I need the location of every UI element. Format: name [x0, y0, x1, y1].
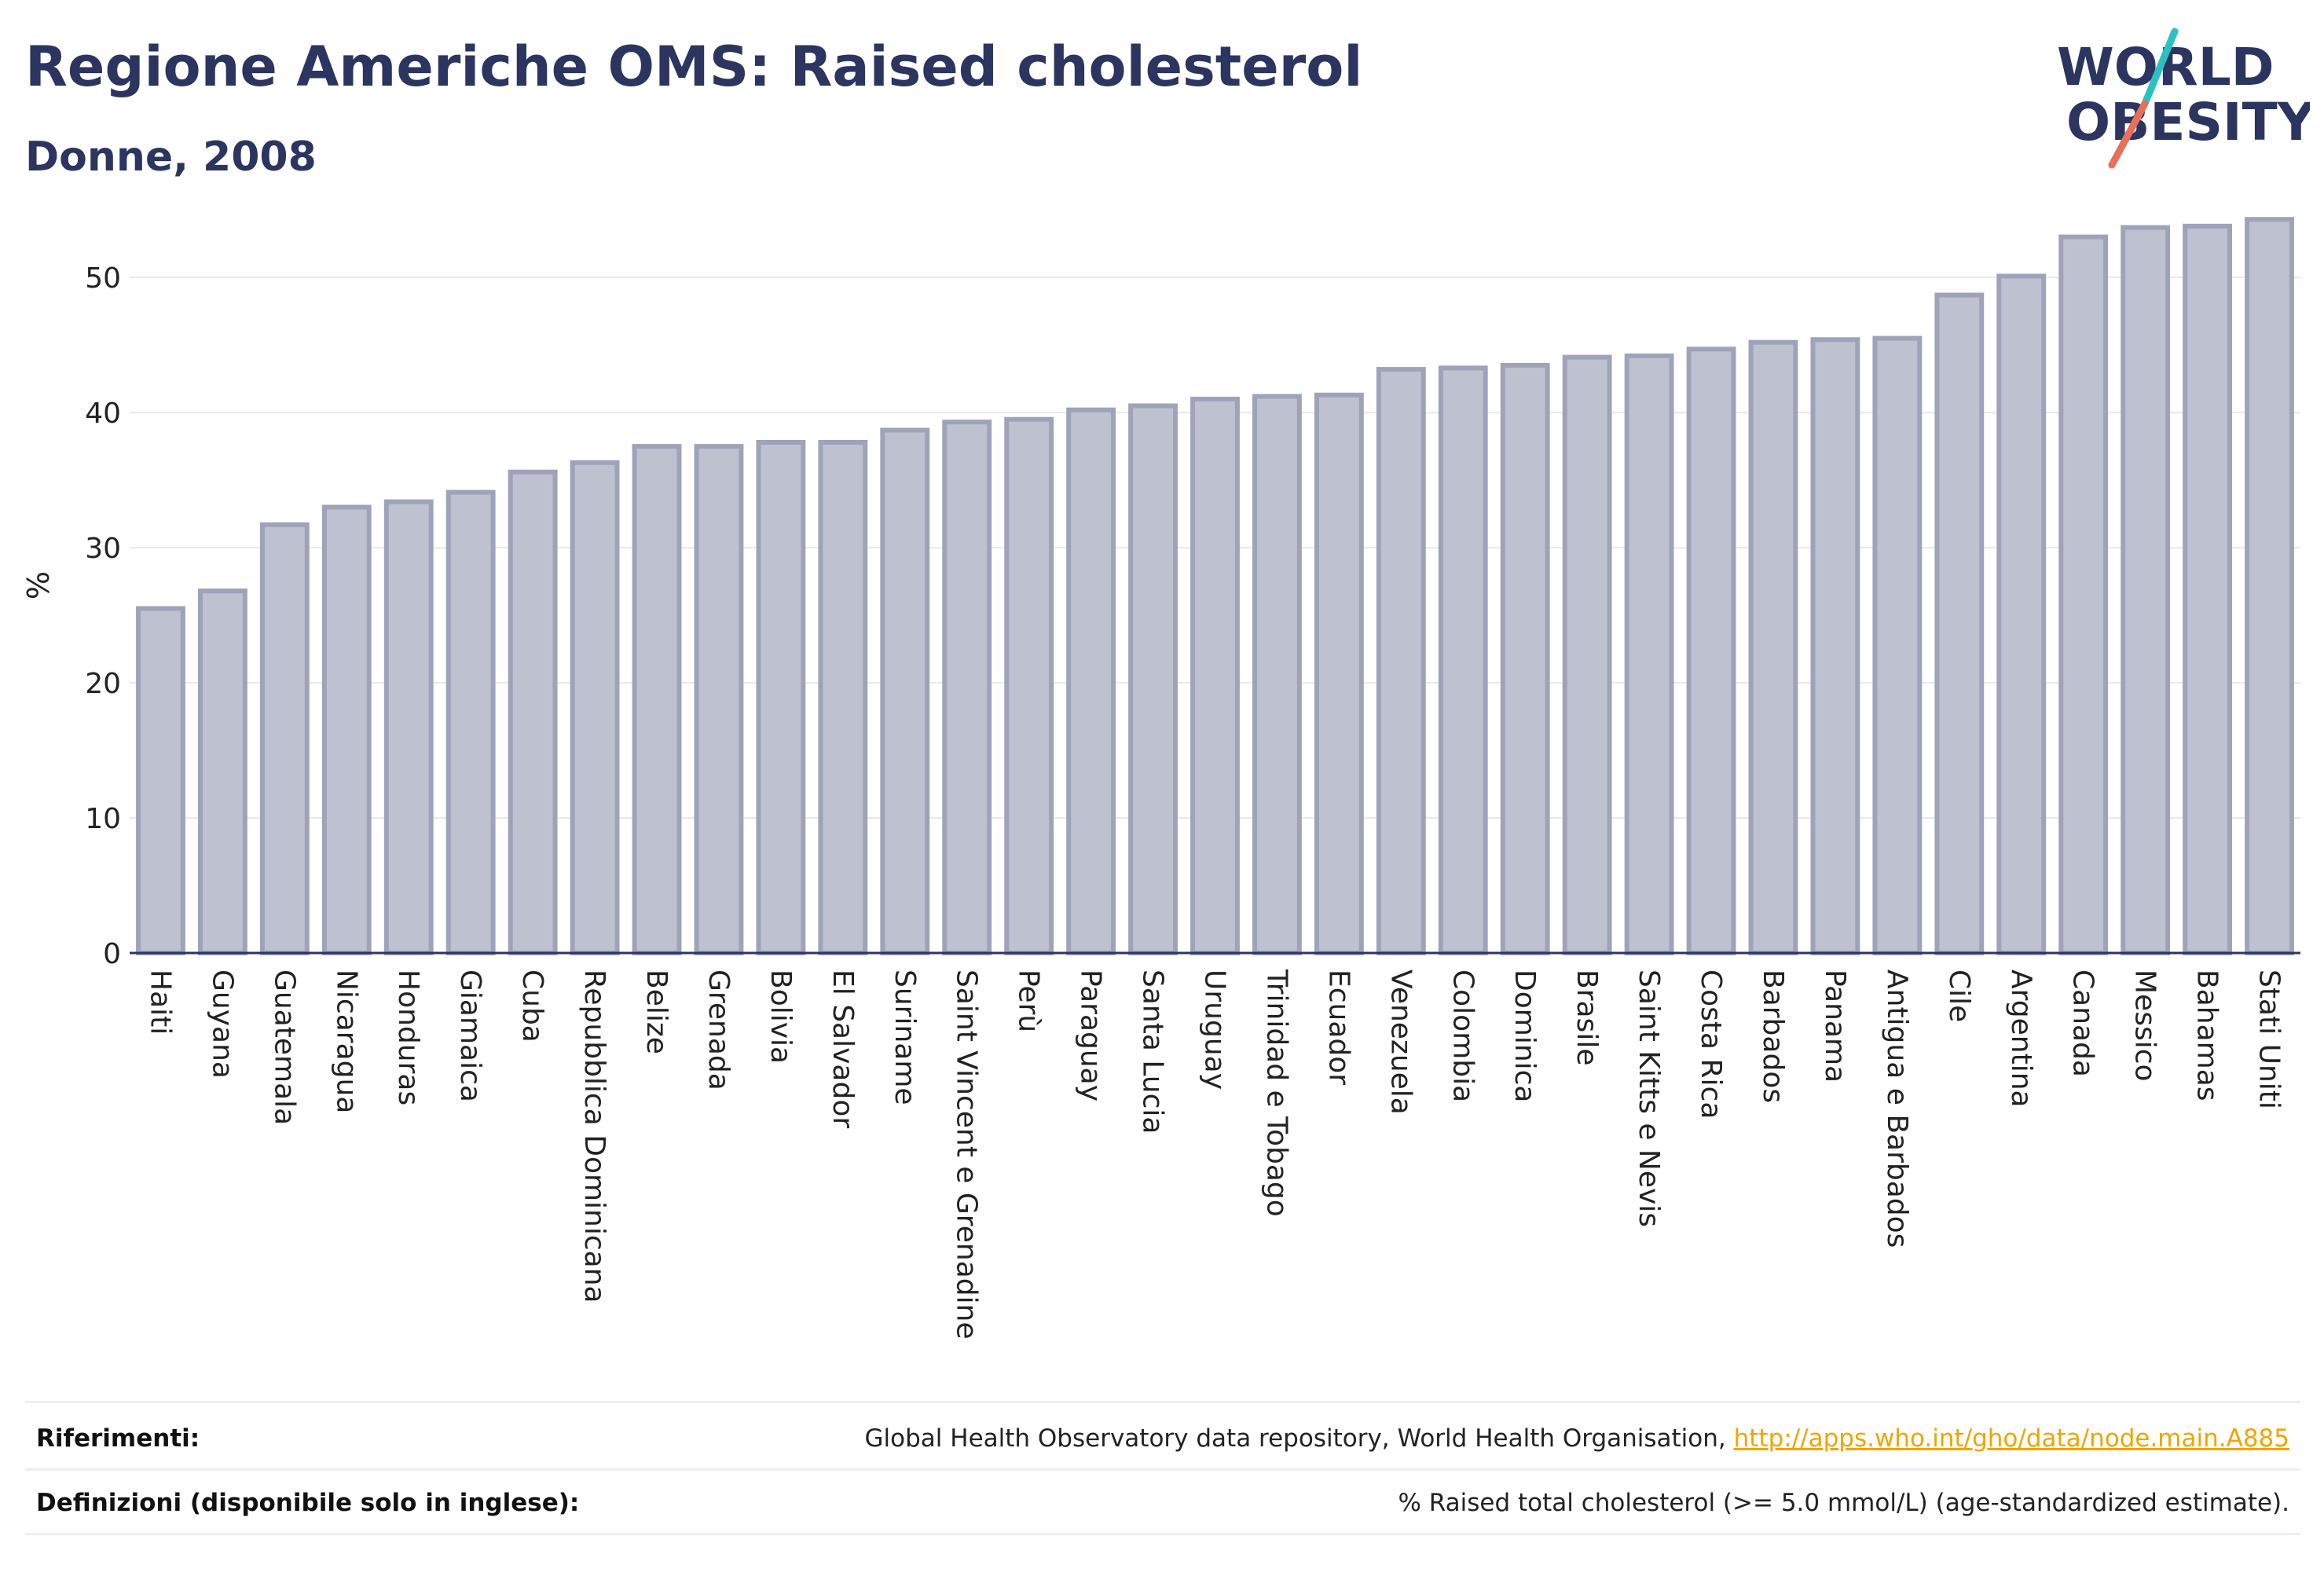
logo-slash-teal: [2141, 27, 2179, 108]
y-axis-label: %: [21, 571, 56, 599]
x-tick-label: Bolivia: [764, 969, 797, 1064]
footer-definitions-row: Definizioni (disponibile solo in inglese…: [25, 1472, 2300, 1534]
y-tick-label: 20: [85, 668, 121, 700]
bar-panama: [1810, 337, 1860, 955]
definitions-label: Definizioni (disponibile solo in inglese…: [36, 1489, 580, 1517]
chart-subtitle: Donne, 2008: [25, 134, 317, 181]
bar-paraguay: [1066, 407, 1116, 955]
x-tick-label: Guatemala: [268, 969, 300, 1125]
bar-guyana: [197, 588, 247, 956]
bar-stati-uniti: [2245, 217, 2294, 955]
bar-antigua-e-barbados: [1872, 335, 1923, 955]
bar-venezuela: [1376, 367, 1426, 956]
references-value: Global Health Observatory data repositor…: [865, 1424, 2300, 1453]
x-tick-label: Nicaragua: [330, 969, 362, 1113]
y-tick-label: 40: [85, 398, 121, 430]
x-tick-label: Belize: [640, 969, 673, 1054]
logo-line2: OBESITY: [2066, 92, 2310, 152]
footer-divider-bottom: [25, 1533, 2300, 1535]
chart-title: Regione Americhe OMS: Raised cholesterol: [25, 35, 1363, 99]
bar-saint-vincent-e-grenadine: [942, 420, 992, 955]
x-tick-label: Haiti: [144, 969, 176, 1035]
bar-per-: [1004, 416, 1054, 955]
bar-messico: [2121, 225, 2171, 956]
x-axis-ticks: Haiti Guyana Guatemala Nicaragua Honduras Gia…: [144, 969, 2285, 1340]
x-tick-label: Ecuador: [1322, 969, 1354, 1085]
x-tick-label: Costa Rica: [1695, 969, 1727, 1119]
bar-chart: 0 10 20 30 40 50 % Haiti Guyana Guatemala Nicara…: [21, 217, 2300, 1340]
bar-el-salvador: [818, 439, 868, 955]
x-tick-label: Bahamas: [2191, 969, 2223, 1101]
x-tick-label: Saint Kitts e Nevis: [1633, 969, 1665, 1227]
footer-divider-top: [25, 1401, 2300, 1403]
x-tick-label: Canada: [2067, 969, 2099, 1077]
x-tick-label: Giamaica: [454, 969, 486, 1102]
x-tick-label: Saint Vincent e Grenadine: [951, 969, 983, 1340]
footer-divider-middle: [25, 1468, 2300, 1471]
bar-uruguay: [1190, 396, 1240, 956]
bar-nicaragua: [321, 504, 372, 955]
bars: [136, 217, 2294, 956]
x-tick-label: Panama: [1819, 969, 1851, 1083]
bar-canada: [2058, 234, 2109, 955]
x-tick-label: Honduras: [392, 969, 424, 1105]
bar-grenada: [694, 444, 744, 955]
logo-slash-coral: [2108, 100, 2149, 169]
x-tick-label: Paraguay: [1075, 969, 1107, 1101]
bar-belize: [632, 444, 682, 955]
bar-repubblica-dominicana: [570, 460, 620, 955]
x-tick-label: Repubblica Dominicana: [578, 969, 610, 1303]
bar-honduras: [383, 499, 434, 955]
bar-cuba: [508, 469, 558, 955]
references-label: Riferimenti:: [36, 1424, 200, 1453]
x-tick-label: El Salvador: [827, 969, 859, 1128]
y-tick-label: 10: [85, 803, 121, 835]
bar-argentina: [1996, 273, 2047, 955]
x-tick-label: Cuba: [516, 969, 548, 1043]
x-tick-label: Venezuela: [1384, 969, 1417, 1115]
x-tick-label: Cile: [1943, 969, 1975, 1022]
bar-haiti: [136, 606, 185, 956]
bar-saint-kitts-e-nevis: [1624, 353, 1674, 955]
bar-suriname: [880, 427, 930, 955]
x-tick-label: Barbados: [1757, 969, 1789, 1103]
x-tick-label: Uruguay: [1199, 969, 1231, 1090]
x-tick-label: Colombia: [1446, 969, 1479, 1102]
bar-ecuador: [1314, 392, 1364, 956]
footer: Riferimenti: Global Health Observatory d…: [25, 1401, 2300, 1542]
y-axis-ticks: 0 10 20 30 40 50: [85, 262, 121, 970]
x-tick-label: Messico: [2129, 969, 2161, 1082]
x-tick-label: Antigua e Barbados: [1881, 969, 1913, 1248]
x-tick-label: Santa Lucia: [1137, 969, 1169, 1134]
x-tick-label: Grenada: [702, 969, 735, 1090]
bar-bolivia: [756, 439, 806, 955]
bar-trinidad-e-tobago: [1252, 394, 1302, 955]
y-tick-label: 0: [103, 938, 121, 970]
bar-costa-rica: [1686, 346, 1736, 955]
x-tick-label: Stati Uniti: [2253, 969, 2286, 1109]
x-tick-label: Perù: [1013, 969, 1045, 1032]
x-tick-label: Suriname: [889, 969, 921, 1105]
x-tick-label: Guyana: [206, 969, 238, 1079]
world-obesity-logo: WORLD OBESITY: [2057, 27, 2310, 169]
bar-brasile: [1562, 354, 1612, 955]
x-tick-label: Dominica: [1508, 969, 1541, 1103]
x-tick-label: Trinidad e Tobago: [1260, 969, 1292, 1217]
x-tick-label: Brasile: [1571, 969, 1603, 1065]
footer-references-row: Riferimenti: Global Health Observatory d…: [25, 1407, 2300, 1470]
bar-barbados: [1748, 339, 1798, 955]
bar-guatemala: [259, 522, 310, 955]
bar-giamaica: [445, 489, 496, 955]
bar-colombia: [1438, 365, 1488, 955]
y-tick-label: 30: [85, 533, 121, 565]
definitions-text: % Raised total cholesterol (>= 5.0 mmol/…: [1398, 1489, 2289, 1517]
bar-dominica: [1500, 362, 1550, 955]
y-tick-label: 50: [85, 262, 121, 295]
bar-cile: [1934, 292, 1985, 955]
x-tick-label: Argentina: [2005, 969, 2037, 1108]
bar-santa-lucia: [1128, 403, 1178, 955]
references-link[interactable]: http://apps.who.int/gho/data/node.main.A…: [1733, 1424, 2289, 1453]
references-text: Global Health Observatory data repositor…: [864, 1424, 1734, 1453]
bar-bahamas: [2183, 223, 2233, 955]
